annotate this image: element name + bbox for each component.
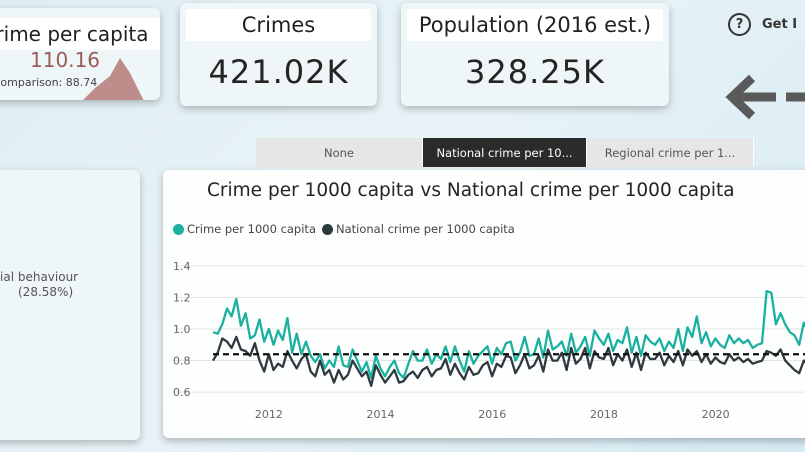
crimes-card: Crimes 421.02K [180, 3, 377, 106]
crime-per-capita-value: 110.16 [30, 48, 100, 72]
y-tick-label: 1.0 [173, 323, 191, 336]
category-name: ial behaviour [0, 270, 79, 284]
question-icon: ? [728, 13, 751, 36]
series-line-crime [212, 289, 805, 380]
category-panel: ial behaviour (28.58%) [0, 170, 140, 440]
y-tick-label: 1.2 [173, 291, 191, 304]
help-button[interactable]: ? Get I [728, 13, 797, 36]
slicer-option-regional[interactable]: Regional crime per 1... [587, 138, 754, 167]
x-tick-label: 2016 [478, 408, 506, 421]
line-chart-plot[interactable]: 0.6 0.8 1.0 1.2 1.4 2012 2014 2016 2018 2020 [163, 170, 805, 438]
population-card: Population (2016 est.) 328.25K [401, 3, 669, 106]
y-tick-label: 0.8 [173, 355, 191, 368]
y-tick-label: 0.6 [173, 386, 191, 399]
legend-dot-crime [173, 223, 184, 235]
slicer-option-national[interactable]: National crime per 10... [423, 138, 587, 167]
crimes-title: Crimes [186, 9, 371, 41]
x-tick-label: 2012 [255, 408, 283, 421]
x-tick-label: 2018 [590, 408, 618, 421]
crimes-value: 421.02K [208, 53, 349, 91]
crime-per-capita-title: Crime per capita [0, 18, 160, 50]
series-line-national [212, 335, 805, 387]
population-value: 328.25K [465, 53, 605, 91]
crime-per-capita-card: Crime per capita 110.16 Comparison: 88.7… [0, 8, 160, 100]
slicer-option-none[interactable]: None [256, 138, 423, 167]
category-percent: (28.58%) [18, 285, 74, 299]
x-tick-label: 2014 [367, 408, 395, 421]
line-chart-card: Crime per 1000 capita vs National crime … [163, 170, 805, 438]
population-title: Population (2016 est.) [407, 9, 663, 41]
legend-label-crime: Crime per 1000 capita [187, 222, 316, 236]
category-label: ial behaviour (28.58%) [0, 270, 78, 300]
legend-item-national[interactable]: National crime per 1000 capita [322, 222, 515, 236]
x-tick-label: 2020 [702, 408, 730, 421]
comparison-slicer: None National crime per 10... Regional c… [256, 138, 754, 167]
chart-legend: Crime per 1000 capita National crime per… [173, 222, 521, 236]
crime-per-capita-comparison: Comparison: 88.74 [0, 76, 98, 89]
help-label: Get I [762, 17, 798, 32]
crime-per-capita-sparkline [83, 58, 144, 100]
legend-item-crime[interactable]: Crime per 1000 capita [173, 222, 316, 236]
y-tick-label: 1.4 [173, 260, 191, 273]
legend-label-national: National crime per 1000 capita [336, 222, 515, 236]
legend-dot-national [322, 223, 333, 235]
back-arrow-icon[interactable] [724, 72, 805, 122]
chart-title: Crime per 1000 capita vs National crime … [207, 180, 735, 201]
